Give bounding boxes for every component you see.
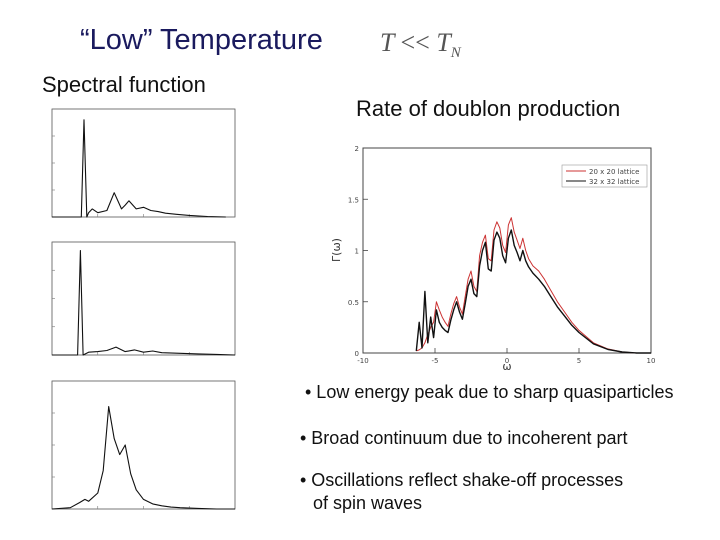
- doublon-rate-chart: 0 0.5 1 1.5 2 -10 -5 0 5 10 Γ(ω) ω 20 x 20 lattic…: [330, 145, 656, 373]
- panel-frame: [51, 380, 236, 510]
- spectral-curve: [52, 249, 236, 356]
- bullet-quasiparticle-peak: • Low energy peak due to sharp quasipart…: [305, 382, 674, 402]
- x-tick-label: 5: [577, 357, 581, 365]
- spectral-curve: [52, 119, 226, 218]
- x-tick-label: -10: [357, 357, 368, 365]
- y-tick-label: 1: [355, 248, 359, 256]
- spectral-curve: [51, 406, 235, 510]
- slide-title: “Low” Temperature: [80, 24, 323, 56]
- bullet-oscillations: • Oscillations reflect shake-off process…: [300, 470, 624, 490]
- y-tick-label: 2: [355, 145, 359, 153]
- legend-entry-32x32: 32 x 32 lattice: [589, 178, 639, 186]
- bullet-oscillations-continued: of spin waves: [313, 493, 423, 513]
- y-tick-label: 0.5: [348, 299, 359, 307]
- formula-rhs: T: [436, 28, 451, 57]
- x-axis-label: ω: [502, 360, 511, 373]
- panel-frame: [51, 108, 236, 218]
- y-axis-label: Γ(ω): [330, 238, 343, 262]
- bullet-broad-continuum: • Broad continuum due to incoherent part: [300, 428, 628, 448]
- y-tick-label: 1.5: [348, 196, 359, 204]
- formula-rhs-subscript: N: [450, 45, 461, 62]
- formula-lhs: T: [380, 28, 394, 57]
- temperature-condition-formula: T << TN: [380, 28, 461, 62]
- x-tick-label: 0: [505, 357, 509, 365]
- y-tick-label: 0: [355, 350, 359, 358]
- doublon-rate-label: Rate of doublon production: [356, 96, 621, 121]
- spectral-function-label: Spectral function: [42, 72, 206, 97]
- formula-operator: <<: [400, 28, 430, 57]
- x-tick-label: -5: [432, 357, 439, 365]
- x-tick-label: 10: [647, 357, 656, 365]
- spectral-panel-3: [51, 380, 236, 510]
- chart-legend: 20 x 20 lattice 32 x 32 lattice: [561, 164, 648, 188]
- legend-entry-20x20: 20 x 20 lattice: [589, 168, 639, 176]
- spectral-panel-2: [51, 241, 236, 356]
- series-line-32x32-lattice: [415, 229, 651, 354]
- spectral-panel-1: [51, 108, 236, 218]
- series-line-20x20-lattice: [416, 217, 651, 354]
